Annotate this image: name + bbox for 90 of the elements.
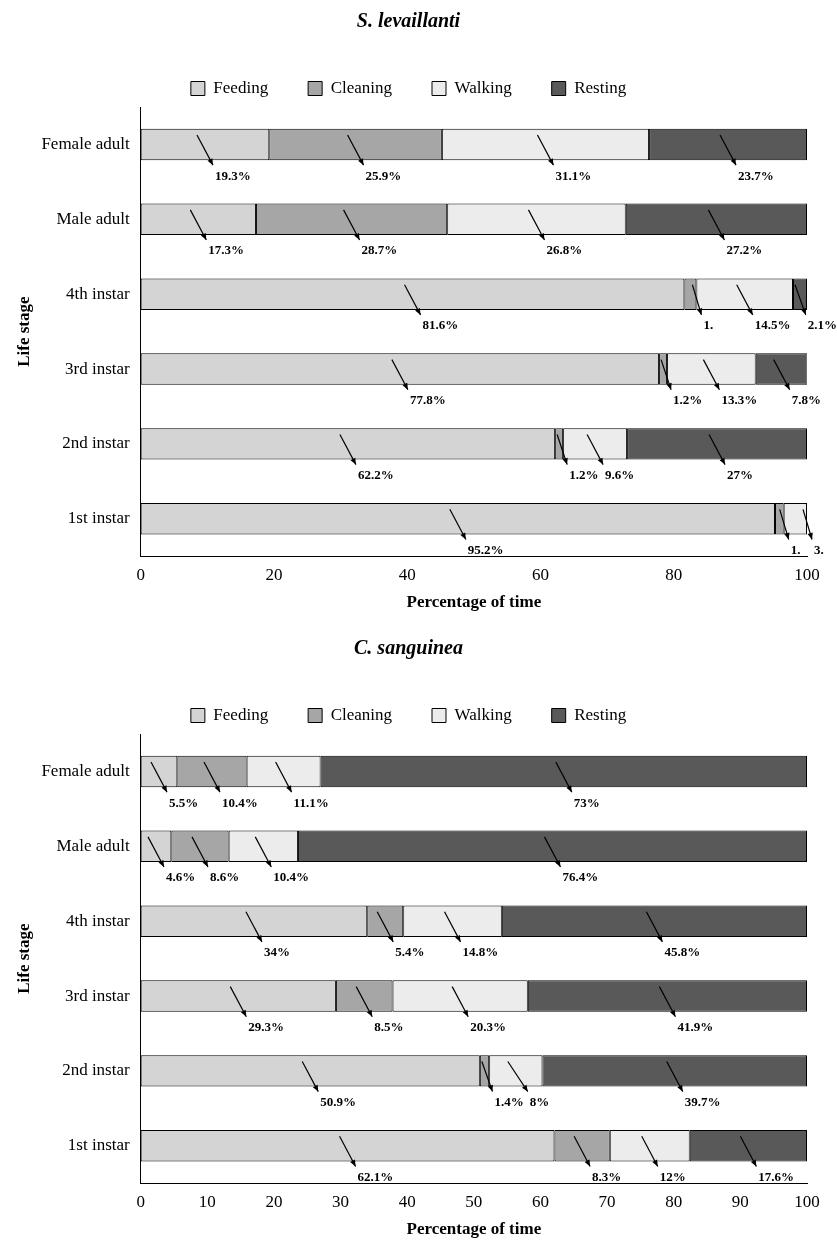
- x-tick-label: 40: [398, 564, 416, 584]
- x-tick-label: 20: [265, 1191, 283, 1211]
- data-label: 62.1%: [357, 1168, 394, 1184]
- data-label: 12%: [659, 1168, 686, 1184]
- y-tick-label: Female adult: [41, 133, 130, 153]
- legend-label: Feeding: [213, 704, 269, 724]
- data-label: 26.8%: [546, 242, 583, 258]
- x-tick-label: 90: [731, 1191, 749, 1211]
- data-label: 20.3%: [470, 1019, 506, 1035]
- chart-title: C. sanguinea: [354, 636, 463, 660]
- data-label: 8%: [529, 1093, 550, 1109]
- data-label: 27.2%: [726, 242, 763, 258]
- x-tick-label: 50: [465, 1191, 483, 1211]
- data-label: 5.4%: [395, 944, 425, 960]
- data-label: 8.5%: [374, 1019, 404, 1035]
- data-label: 8.6%: [209, 869, 240, 885]
- x-tick-label: 100: [794, 1191, 820, 1211]
- y-tick-label: 1st instar: [67, 1135, 131, 1155]
- legend-label: Cleaning: [330, 77, 393, 97]
- data-label: 10.4%: [273, 869, 310, 885]
- data-label: 11.1%: [293, 794, 329, 810]
- data-label: 62.2%: [357, 466, 394, 482]
- y-tick-label: Male adult: [56, 208, 130, 228]
- data-label: 76.4%: [562, 869, 599, 885]
- y-tick-label: 2nd instar: [62, 1060, 130, 1080]
- data-label: 50.9%: [320, 1093, 357, 1109]
- data-label: 10.4%: [221, 794, 258, 810]
- x-tick-label: 0: [136, 1191, 145, 1211]
- y-tick-label: Male adult: [56, 835, 130, 855]
- data-label: 4.6%: [166, 869, 196, 885]
- x-tick-label: 60: [531, 564, 549, 584]
- data-label: 14.5%: [754, 317, 791, 333]
- y-axis-title: Life stage: [13, 922, 33, 994]
- data-label: 39.7%: [684, 1093, 721, 1109]
- x-tick-label: 10: [198, 1191, 216, 1211]
- annotation: 1.: [703, 317, 714, 333]
- data-label: 1.4%: [494, 1093, 524, 1109]
- legend-label: Walking: [454, 704, 513, 724]
- x-axis-title: Percentage of time: [406, 592, 542, 612]
- data-label: 2.1%: [807, 317, 837, 333]
- legend-label: Walking: [454, 77, 513, 97]
- data-label: 14.8%: [462, 944, 499, 960]
- y-tick-label: 4th instar: [65, 910, 131, 930]
- x-tick-label: 0: [136, 564, 145, 584]
- data-label: 17.3%: [208, 242, 245, 258]
- data-label: 95.2%: [467, 541, 504, 557]
- data-label: 17.6%: [758, 1168, 795, 1184]
- y-tick-label: 3rd instar: [64, 358, 131, 378]
- y-axis-title: Life stage: [13, 295, 33, 367]
- y-tick-label: 2nd instar: [62, 433, 130, 453]
- data-label: 31.1%: [555, 167, 592, 183]
- legend-label: Feeding: [213, 77, 269, 97]
- legend-label: Resting: [574, 77, 627, 97]
- x-tick-label: 60: [531, 1191, 549, 1211]
- data-label: 81.6%: [422, 317, 459, 333]
- data-label: 41.9%: [677, 1019, 714, 1035]
- data-label: 1.2%: [569, 466, 599, 482]
- data-label: 45.8%: [664, 944, 701, 960]
- x-tick-label: 80: [665, 564, 683, 584]
- x-tick-label: 30: [332, 1191, 350, 1211]
- y-tick-label: Female adult: [41, 760, 130, 780]
- annotation: 3.: [814, 541, 824, 557]
- x-tick-label: 100: [794, 564, 820, 584]
- x-tick-label: 70: [598, 1191, 616, 1211]
- y-tick-label: 1st instar: [67, 508, 131, 528]
- legend-label: Cleaning: [330, 704, 393, 724]
- data-label: 25.9%: [365, 167, 402, 183]
- data-label: 27%: [727, 466, 754, 482]
- data-label: 19.3%: [214, 167, 251, 183]
- data-label: 7.8%: [791, 392, 821, 408]
- data-label: 23.7%: [738, 167, 774, 183]
- data-label: 9.6%: [605, 466, 635, 482]
- x-axis-title: Percentage of time: [406, 1219, 542, 1239]
- chart-title: S. levaillanti: [356, 9, 461, 32]
- x-tick-label: 20: [265, 564, 283, 584]
- data-label: 73%: [573, 794, 600, 810]
- data-label: 34%: [263, 944, 290, 960]
- x-tick-label: 40: [398, 1191, 416, 1211]
- y-tick-label: 4th instar: [65, 283, 131, 303]
- annotation: 1.: [790, 541, 801, 557]
- x-tick-label: 80: [665, 1191, 683, 1211]
- data-label: 1.2%: [673, 392, 703, 408]
- data-label: 77.8%: [409, 392, 446, 408]
- y-tick-label: 3rd instar: [64, 985, 131, 1005]
- data-label: 5.5%: [169, 794, 199, 810]
- data-label: 28.7%: [361, 242, 398, 258]
- data-label: 8.3%: [592, 1168, 622, 1184]
- data-label: 13.3%: [721, 392, 758, 408]
- legend-label: Resting: [574, 704, 627, 724]
- data-label: 29.3%: [248, 1019, 285, 1035]
